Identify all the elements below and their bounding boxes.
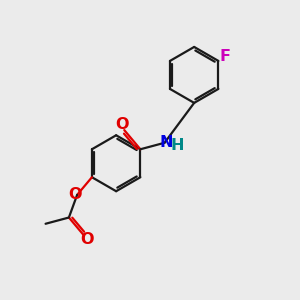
Text: O: O [68, 187, 82, 202]
Text: F: F [219, 49, 230, 64]
Text: H: H [170, 138, 184, 153]
Text: O: O [80, 232, 94, 247]
Text: O: O [115, 117, 129, 132]
Text: N: N [159, 135, 173, 150]
